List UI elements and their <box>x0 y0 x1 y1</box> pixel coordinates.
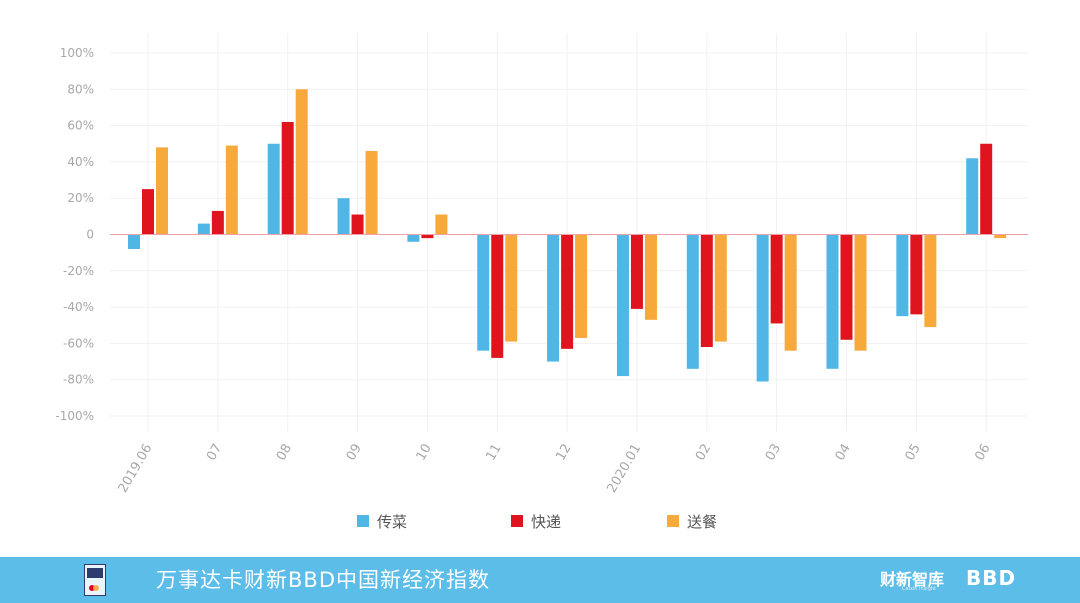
bar-送餐-2020.01 <box>644 234 657 320</box>
legend-label-快递: 快递 <box>531 513 561 531</box>
y-tick-label: -60% <box>63 336 94 350</box>
caixin-insight-subtitle: Caixin Insight <box>902 586 936 592</box>
y-tick-label: -40% <box>63 300 94 314</box>
x-tick-label: 10 <box>414 442 435 464</box>
bar-快递-11 <box>491 234 504 358</box>
bar-送餐-08 <box>295 89 308 235</box>
x-tick-label: 12 <box>553 442 574 464</box>
bar-快递-2019.06 <box>142 189 154 235</box>
bar-快递-07 <box>211 210 224 235</box>
x-tick-label: 05 <box>903 442 924 464</box>
bar-快递-02 <box>700 234 713 348</box>
bar-传菜-07 <box>197 223 210 235</box>
x-tick-label: 09 <box>344 442 365 464</box>
bar-快递-03 <box>770 234 783 324</box>
x-tick-label: 04 <box>833 442 854 464</box>
bar-快递-10 <box>421 234 434 239</box>
x-tick-label: 02 <box>693 442 714 464</box>
bar-快递-08 <box>281 121 294 235</box>
bar-快递-05 <box>910 234 923 315</box>
footer-title: 万事达卡财新BBD中国新经济指数 <box>156 568 490 592</box>
bar-传菜-08 <box>267 143 280 235</box>
bar-快递-12 <box>561 234 574 349</box>
bar-传菜-03 <box>756 234 769 382</box>
legend-label-送餐: 送餐 <box>687 513 717 531</box>
y-tick-label: 20% <box>67 191 94 205</box>
chart-area: 100% 80% 60% 40% 20% 0 -20% -40% -60% -80% -100% 20… <box>55 33 1028 531</box>
caixin-insight-logo: 财新智库 <box>880 570 945 589</box>
y-tick-label: 40% <box>67 155 94 169</box>
x-tick-label: 08 <box>274 442 295 464</box>
y-tick-label: 60% <box>67 119 94 133</box>
bar-传菜-04 <box>826 234 839 369</box>
x-tick-label: 2019.06 <box>116 442 156 496</box>
bar-快递-04 <box>840 234 853 340</box>
bar-送餐-03 <box>784 234 797 351</box>
bar-传菜-2020.01 <box>616 234 629 377</box>
index-logo-icon <box>84 564 106 596</box>
legend-swatch-送餐 <box>667 515 679 527</box>
bar-送餐-06 <box>994 234 1007 239</box>
x-tick-label: 2020.01 <box>605 442 645 496</box>
bar-传菜-02 <box>686 234 699 369</box>
bar-传菜-11 <box>477 234 490 351</box>
bar-快递-06 <box>980 143 993 235</box>
bar-传菜-2019.06 <box>128 234 140 250</box>
y-tick-label: -20% <box>63 264 94 278</box>
legend-label-传菜: 传菜 <box>377 513 407 531</box>
bar-送餐-10 <box>435 214 448 235</box>
bar-送餐-04 <box>854 234 867 351</box>
bar-快递-2020.01 <box>630 234 643 309</box>
y-tick-label: 0 <box>86 228 94 242</box>
x-tick-label: 06 <box>972 442 993 464</box>
bar-送餐-05 <box>924 234 937 328</box>
bar-送餐-2019.06 <box>156 147 168 235</box>
bar-传菜-09 <box>337 198 350 235</box>
bbd-logo: BBD <box>966 566 1017 590</box>
bar-送餐-12 <box>575 234 588 338</box>
y-tick-label: 100% <box>60 46 94 60</box>
bar-送餐-02 <box>714 234 727 342</box>
footer-bar: 万事达卡财新BBD中国新经济指数 财新智库 Caixin Insight BBD <box>0 557 1080 603</box>
legend-swatch-传菜 <box>357 515 369 527</box>
bar-送餐-09 <box>365 151 378 235</box>
bar-送餐-07 <box>225 145 238 235</box>
y-tick-label: 80% <box>67 82 94 96</box>
legend-swatch-快递 <box>511 515 523 527</box>
y-tick-label: -100% <box>55 409 94 423</box>
bar-传菜-12 <box>547 234 560 362</box>
x-tick-label: 03 <box>763 442 784 464</box>
x-tick-label: 07 <box>204 442 225 464</box>
bar-快递-09 <box>351 214 364 235</box>
y-tick-label: -80% <box>63 373 94 387</box>
bar-传菜-05 <box>896 234 909 317</box>
bar-传菜-06 <box>966 158 979 235</box>
bar-传菜-10 <box>407 234 420 242</box>
x-tick-label: 11 <box>483 442 504 464</box>
bar-送餐-11 <box>505 234 518 342</box>
